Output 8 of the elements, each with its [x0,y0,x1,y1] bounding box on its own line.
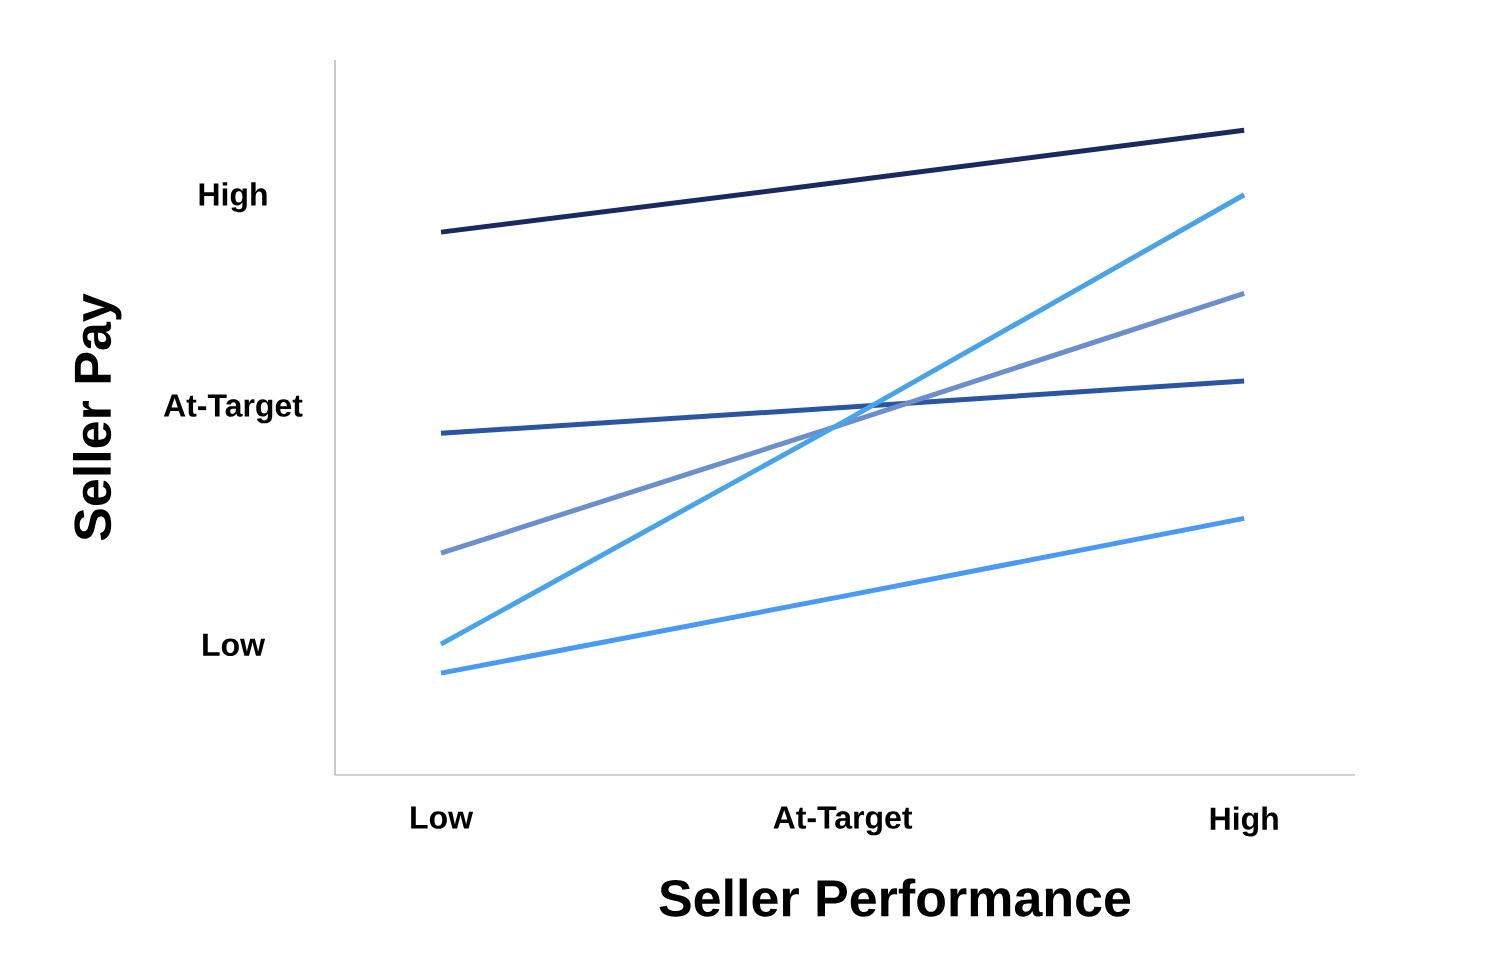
x-tick-label: Low [411,806,474,829]
text: High [199,182,267,213]
text: At-Target [163,394,303,424]
y-axis-title: Seller Pay [73,293,122,541]
x-tick-label: At-Target [773,806,913,836]
x-tick-label: High [1210,806,1278,837]
x-axis-title: Seller Performance [659,878,1131,917]
text: Low [203,633,266,657]
